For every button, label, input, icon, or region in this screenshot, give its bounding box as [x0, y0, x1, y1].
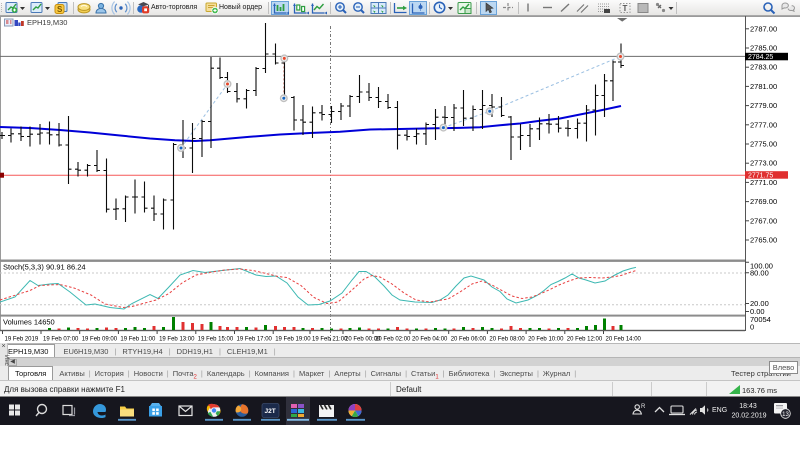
svg-text:2779.00: 2779.00 [750, 101, 777, 110]
svg-text:2769.00: 2769.00 [750, 197, 777, 206]
svg-text:ENG: ENG [712, 407, 727, 414]
svg-text:2773.00: 2773.00 [750, 159, 777, 168]
svg-text:20 Feb 04:00: 20 Feb 04:00 [412, 337, 448, 343]
svg-text:13: 13 [782, 412, 789, 418]
svg-text:2783.00: 2783.00 [750, 63, 777, 72]
svg-text:Volumes 14650: Volumes 14650 [3, 318, 55, 327]
svg-text:2784.25: 2784.25 [748, 54, 773, 61]
svg-text:2765.00: 2765.00 [750, 236, 777, 245]
svg-text:20 Feb 12:00: 20 Feb 12:00 [567, 337, 603, 343]
svg-text:19 Feb 09:00: 19 Feb 09:00 [82, 337, 118, 343]
svg-text:19 Feb 2019: 19 Feb 2019 [5, 337, 39, 343]
svg-text:R: R [641, 404, 646, 410]
svg-text:80.00: 80.00 [750, 268, 769, 277]
svg-text:Stoch(5,3,3) 90.91 86.24: Stoch(5,3,3) 90.91 86.24 [3, 263, 86, 272]
svg-text:2777.00: 2777.00 [750, 120, 777, 129]
svg-text:70054: 70054 [750, 315, 771, 324]
svg-text:2771.00: 2771.00 [750, 178, 777, 187]
svg-text:2767.00: 2767.00 [750, 216, 777, 225]
svg-text:20 Feb 00:00: 20 Feb 00:00 [345, 337, 381, 343]
svg-text:S: S [57, 5, 63, 14]
svg-text:J2T: J2T [265, 408, 276, 415]
svg-text:20.02.2019: 20.02.2019 [731, 413, 766, 420]
svg-text:2771.75: 2771.75 [748, 173, 773, 180]
svg-text:20.00: 20.00 [750, 299, 769, 308]
svg-text:19 Feb 07:00: 19 Feb 07:00 [43, 337, 79, 343]
svg-text:20 Feb 08:00: 20 Feb 08:00 [489, 337, 525, 343]
svg-text:2787.00: 2787.00 [750, 24, 777, 33]
svg-text:2781.00: 2781.00 [750, 82, 777, 91]
svg-text:EPH19,M30: EPH19,M30 [27, 18, 67, 27]
svg-text:T: T [623, 4, 628, 13]
svg-text:19 Feb 11:00: 19 Feb 11:00 [120, 337, 156, 343]
svg-text:0: 0 [750, 323, 754, 332]
svg-text:18:43: 18:43 [739, 403, 757, 410]
svg-text:2775.00: 2775.00 [750, 140, 777, 149]
svg-text:20 Feb 10:00: 20 Feb 10:00 [528, 337, 564, 343]
svg-text:20 Feb 14:00: 20 Feb 14:00 [606, 337, 642, 343]
svg-text:19 Feb 17:00: 19 Feb 17:00 [237, 337, 273, 343]
svg-text:100.00: 100.00 [750, 262, 773, 271]
svg-text:19 Feb 13:00: 19 Feb 13:00 [159, 337, 195, 343]
svg-text:20 Feb 06:00: 20 Feb 06:00 [451, 337, 487, 343]
svg-text:0.00: 0.00 [750, 307, 765, 316]
svg-text:19 Feb 15:00: 19 Feb 15:00 [198, 337, 234, 343]
svg-text:19 Feb 21:00: 19 Feb 21:00 [312, 337, 348, 343]
svg-text:20 Feb 02:00: 20 Feb 02:00 [375, 337, 411, 343]
svg-text:2785.00: 2785.00 [750, 44, 777, 53]
svg-text:19 Feb 19:00: 19 Feb 19:00 [275, 337, 311, 343]
